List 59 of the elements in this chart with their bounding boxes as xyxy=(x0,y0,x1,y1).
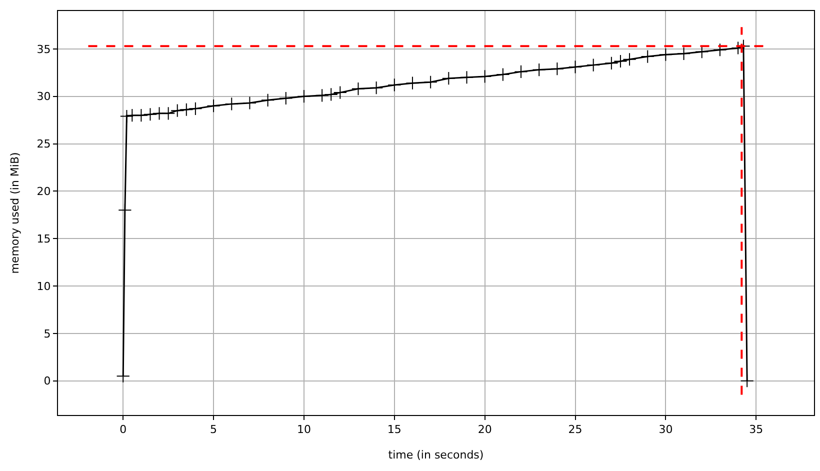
point xyxy=(460,70,474,84)
point xyxy=(514,64,528,78)
point xyxy=(162,106,176,120)
point xyxy=(604,56,618,70)
point xyxy=(118,203,132,217)
point xyxy=(586,58,600,72)
x-axis-title: time (in seconds) xyxy=(388,448,484,462)
point xyxy=(180,102,194,116)
x-tick-label: 15 xyxy=(387,423,402,436)
point xyxy=(740,374,754,388)
y-tick-label: 35 xyxy=(36,42,51,56)
x-tick-label: 0 xyxy=(120,423,127,436)
point xyxy=(120,109,134,124)
point xyxy=(622,52,636,66)
point xyxy=(568,60,582,74)
point xyxy=(324,88,338,102)
point xyxy=(388,78,402,92)
x-tick-label: 5 xyxy=(210,423,218,436)
y-tick-label: 10 xyxy=(36,280,51,293)
point xyxy=(370,81,384,95)
point xyxy=(676,46,691,60)
point xyxy=(261,93,275,107)
point xyxy=(170,104,184,118)
point xyxy=(279,91,293,106)
point xyxy=(478,70,492,84)
y-tick-label: 30 xyxy=(36,90,51,104)
y-tick-label: 5 xyxy=(44,327,51,340)
point xyxy=(297,90,311,104)
point xyxy=(315,88,329,102)
point xyxy=(206,99,220,113)
point xyxy=(242,96,257,110)
y-axis-title: memory used (in MiB) xyxy=(8,152,22,274)
point xyxy=(188,102,202,116)
x-tick-label: 35 xyxy=(749,423,764,436)
point xyxy=(658,48,672,62)
point xyxy=(424,75,438,89)
x-tick-label: 20 xyxy=(478,423,492,436)
point xyxy=(640,50,654,64)
point xyxy=(143,108,158,122)
point xyxy=(713,43,727,57)
point xyxy=(134,108,148,122)
x-tick-label: 10 xyxy=(296,423,311,436)
y-tick-label: 15 xyxy=(36,232,51,246)
point xyxy=(351,82,366,96)
point xyxy=(442,72,456,86)
y-tick-label: 25 xyxy=(36,138,51,151)
y-tick-label: 0 xyxy=(44,374,51,388)
point xyxy=(116,369,130,383)
y-tick-label: 20 xyxy=(36,185,51,198)
point xyxy=(532,63,546,77)
point xyxy=(731,41,745,55)
x-tick-label: 30 xyxy=(658,423,673,436)
point xyxy=(406,76,420,90)
point xyxy=(333,86,347,100)
x-tick-label: 25 xyxy=(568,423,582,436)
point xyxy=(614,54,628,68)
point xyxy=(224,97,238,111)
point xyxy=(550,62,564,76)
point xyxy=(496,68,510,82)
